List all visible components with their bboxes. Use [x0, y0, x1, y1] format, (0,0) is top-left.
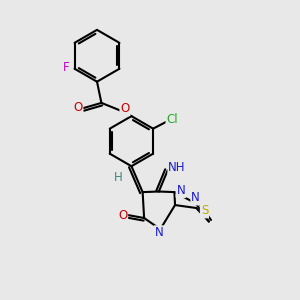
Text: O: O: [118, 208, 127, 222]
Text: N: N: [176, 184, 185, 197]
Text: F: F: [63, 61, 70, 74]
Text: O: O: [120, 102, 130, 115]
Text: S: S: [201, 205, 208, 218]
Text: Cl: Cl: [167, 113, 178, 126]
Text: NH: NH: [168, 161, 186, 175]
Text: O: O: [73, 101, 83, 114]
Text: N: N: [154, 226, 163, 239]
Text: H: H: [114, 171, 123, 184]
Text: N: N: [191, 191, 200, 205]
